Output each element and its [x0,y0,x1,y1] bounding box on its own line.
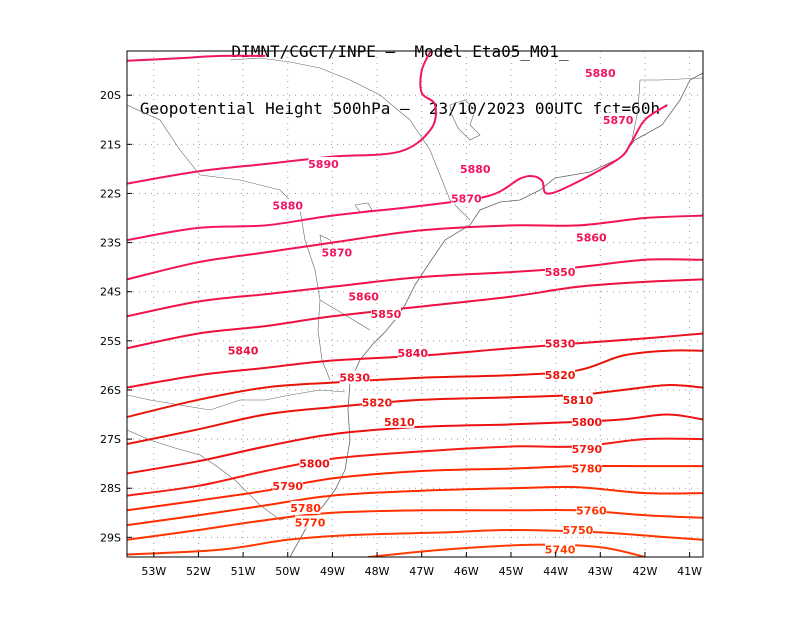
lon-tick-label: 44W [543,565,568,578]
contour-label: 5880 [272,200,303,213]
border-7 [632,80,640,140]
lon-tick-label: 47W [409,565,434,578]
contour-label: 5870 [451,192,482,205]
contour-line-5770 [127,487,703,525]
contour-line-5820 [127,350,703,417]
lat-tick-label: 29S [100,531,121,544]
lon-tick-label: 51W [231,565,256,578]
contour-label: 5780 [572,463,603,476]
lon-tick-label: 45W [499,565,524,578]
lat-tick-label: 26S [100,384,121,397]
contour-label: 5790 [572,443,603,456]
contour-label: 5840 [228,345,259,358]
lon-tick-label: 46W [454,565,479,578]
lat-tick-label: 27S [100,433,121,446]
contour-label: 5850 [545,266,576,279]
lat-tick-label: 23S [100,237,121,250]
contour-label: 5830 [545,337,576,350]
contour-label: 5750 [563,524,594,537]
lat-tick-label: 20S [100,89,121,102]
contour-line-5880 [127,51,436,184]
contour-line-5760 [127,510,703,540]
lon-tick-label: 42W [633,565,658,578]
contour-line-5890 [127,56,265,61]
contour-line-5740 [368,545,645,557]
contour-label: 5790 [272,480,303,493]
contour-label: 5880 [460,163,491,176]
contour-label: 5850 [371,308,402,321]
contour-line-5830 [127,334,703,388]
contour-label: 5800 [299,458,330,471]
lat-tick-label: 21S [100,138,121,151]
lon-tick-label: 48W [365,565,390,578]
contour-label: 5820 [362,396,393,409]
border-4 [230,58,470,220]
lat-tick-label: 25S [100,335,121,348]
contour-label: 5880 [585,67,616,80]
contour-label: 5870 [322,246,353,259]
contour-line-5860 [127,216,703,280]
contour-label: 5820 [545,369,576,382]
contour-label: 5760 [576,504,607,517]
lat-tick-label: 28S [100,482,121,495]
contour-label: 5890 [308,158,339,171]
plot-frame [127,51,703,557]
lake-1 [450,100,480,140]
contour-line-5790 [127,439,703,496]
lat-tick-label: 22S [100,187,121,200]
border-5 [318,300,330,380]
border-6 [640,78,703,80]
lon-tick-label: 49W [320,565,345,578]
contour-label: 5810 [563,394,594,407]
contour-label: 5840 [397,347,428,360]
contour-label: 5830 [339,372,370,385]
lat-tick-label: 24S [100,286,121,299]
contour-line-5800 [127,415,703,474]
contour-label: 5870 [603,114,634,127]
contour-label: 5810 [384,416,415,429]
contour-line-5810 [127,385,703,444]
contour-label: 5770 [295,517,326,530]
contour-labels: 5740 5750 5760 5770 5780 5790 5800 5810 5820 5830… [228,66,634,557]
gridlines [127,51,703,557]
lon-tick-label: 53W [141,565,166,578]
contour-line-5840 [127,279,703,348]
lon-tick-label: 41W [677,565,702,578]
contour-label: 5780 [290,502,321,515]
contour-lines [127,51,703,557]
coastline [290,73,703,557]
lon-tick-label: 52W [186,565,211,578]
lon-tick-label: 50W [275,565,300,578]
contour-label: 5740 [545,544,576,557]
contour-label: 5860 [348,291,379,304]
lon-tick-label: 43W [588,565,613,578]
contour-label: 5860 [576,232,607,245]
contour-label: 5800 [572,416,603,429]
